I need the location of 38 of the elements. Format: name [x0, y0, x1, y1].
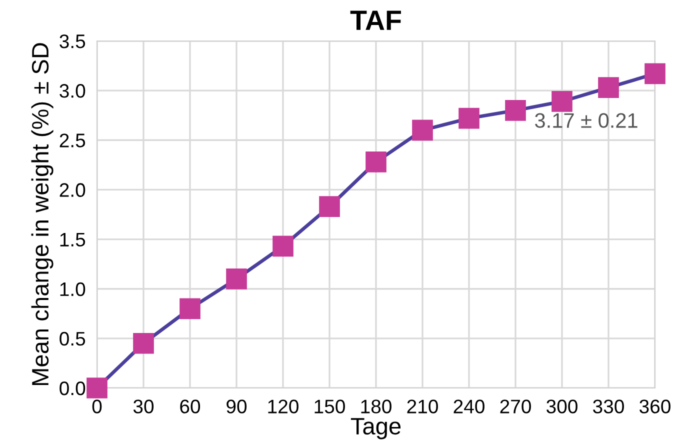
x-tick-label: 300: [546, 400, 578, 414]
y-tick-label: 3.5: [60, 34, 86, 48]
point: [366, 152, 386, 172]
point: [458, 108, 480, 129]
y-tick-label: 1.5: [60, 232, 86, 247]
point: [272, 236, 294, 257]
y-tick-label: 0.0: [60, 381, 86, 396]
point: [505, 100, 526, 121]
x-tick-label: 180: [361, 400, 392, 414]
point: [598, 77, 619, 98]
x-tick-label: 270: [500, 400, 531, 414]
x-tick-label: 330: [593, 400, 624, 414]
annotation: 3.17 ± 0.21: [535, 113, 638, 128]
point: [644, 63, 666, 84]
y-tick-label: 0.5: [60, 332, 86, 346]
y-tick-label: 2.5: [60, 134, 86, 148]
point: [552, 91, 572, 112]
point: [319, 196, 340, 217]
y-tick-label: 3.0: [60, 84, 86, 98]
y-axis-title: Mean change in weight (%) ± SD: [31, 43, 54, 386]
x-tick-label: 90: [226, 400, 247, 414]
x-tick-label: 360: [640, 400, 670, 414]
point: [226, 268, 247, 290]
y-tick-label: 2.0: [60, 183, 86, 197]
point: [86, 378, 108, 398]
x-tick-label: 240: [454, 400, 484, 414]
x-tick-label: 0: [92, 400, 102, 414]
x-axis-title: Tage: [350, 418, 401, 440]
chart-title: TAF: [350, 10, 401, 30]
x-tick-label: 60: [180, 400, 200, 414]
point: [133, 332, 154, 354]
point: [412, 120, 433, 141]
x-tick-label: 150: [314, 400, 345, 414]
x-tick-label: 210: [407, 400, 438, 414]
x-tick-label: 120: [268, 400, 298, 414]
x-tick-label: 30: [133, 400, 154, 414]
point: [180, 298, 200, 320]
y-tick-label: 1.0: [60, 282, 86, 296]
